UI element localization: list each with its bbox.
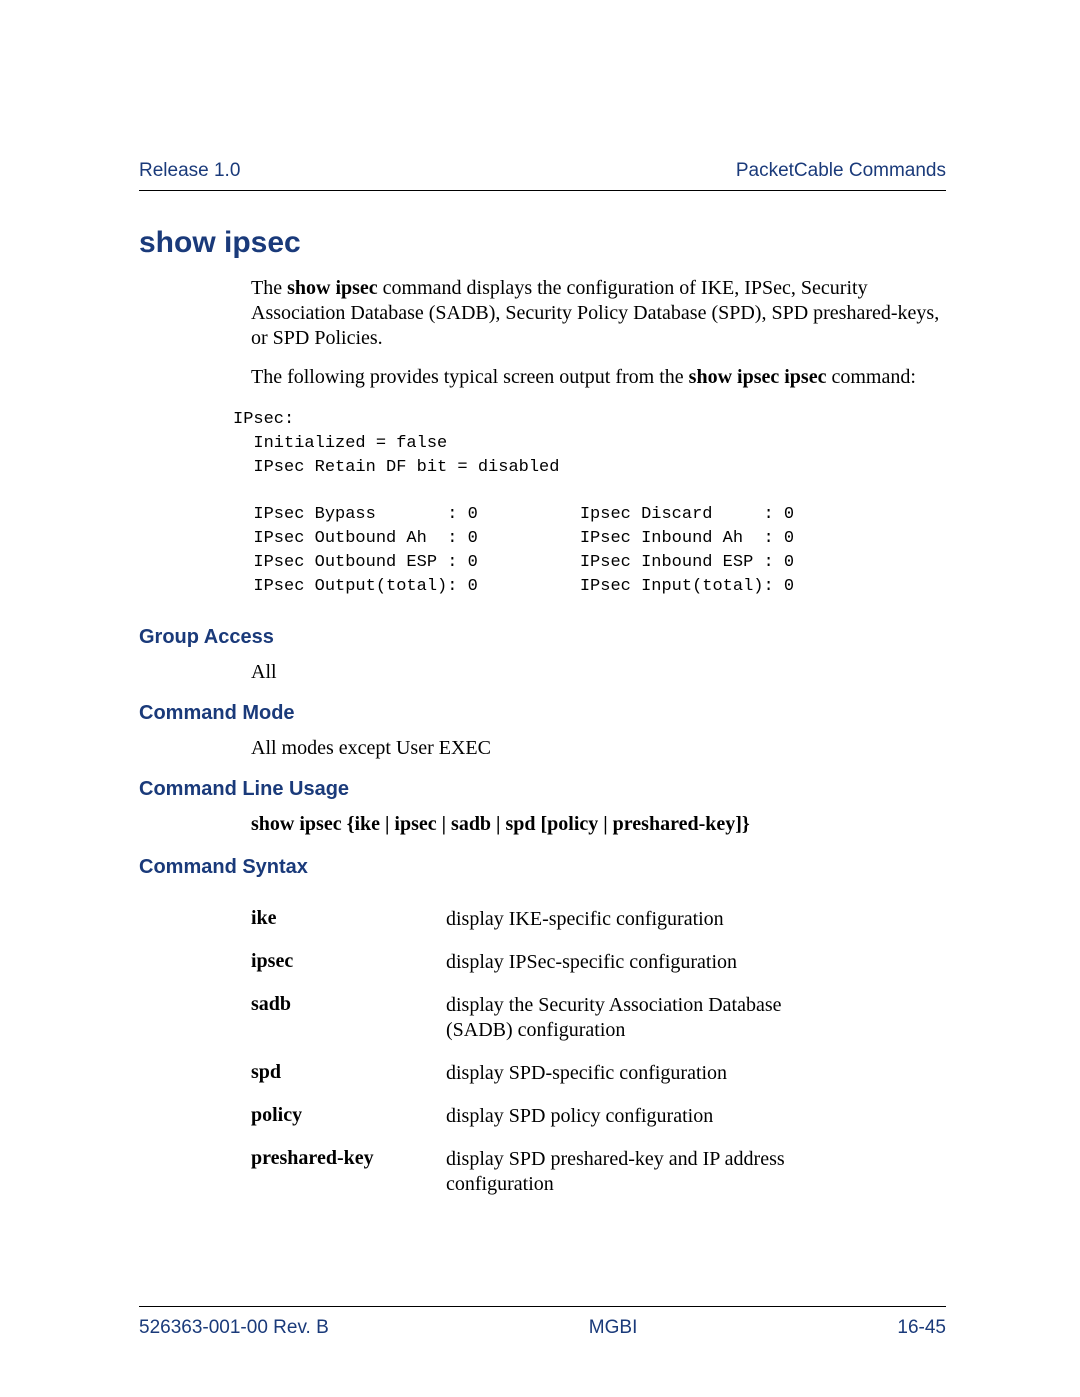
- header-right: PacketCable Commands: [736, 160, 946, 182]
- code-output: IPsec: Initialized = false IPsec Retain …: [233, 408, 946, 598]
- command-mode-body: All modes except User EXEC: [251, 737, 946, 760]
- group-access-body: All: [251, 661, 946, 684]
- footer-right: 16-45: [897, 1317, 946, 1339]
- header-rule: [139, 190, 946, 191]
- header-left: Release 1.0: [139, 160, 240, 182]
- syntax-row: ike display IKE-specific configuration: [251, 907, 946, 932]
- page-container: Release 1.0 PacketCable Commands show ip…: [0, 0, 1080, 1397]
- page-title: show ipsec: [139, 226, 946, 260]
- syntax-row: ipsec display IPSec-specific configurati…: [251, 950, 946, 975]
- command-mode-heading: Command Mode: [139, 702, 946, 725]
- syntax-term: preshared-key: [251, 1147, 446, 1197]
- footer-left: 526363-001-00 Rev. B: [139, 1317, 329, 1339]
- syntax-desc: display IPSec-specific configuration: [446, 950, 737, 975]
- syntax-desc: display the Security Association Databas…: [446, 993, 836, 1043]
- command-syntax-heading: Command Syntax: [139, 856, 946, 879]
- command-line-usage-body: show ipsec {ike | ipsec | sadb | spd [po…: [251, 813, 946, 836]
- group-access-heading: Group Access: [139, 626, 946, 649]
- syntax-row: preshared-key display SPD preshared-key …: [251, 1147, 946, 1197]
- syntax-row: spd display SPD-specific configuration: [251, 1061, 946, 1086]
- output-intro-paragraph: The following provides typical screen ou…: [251, 365, 946, 390]
- syntax-desc: display SPD-specific configuration: [446, 1061, 727, 1086]
- syntax-desc: display SPD policy configuration: [446, 1104, 713, 1129]
- syntax-term: sadb: [251, 993, 446, 1043]
- footer-row: 526363-001-00 Rev. B MGBI 16-45: [139, 1317, 946, 1339]
- syntax-table: ike display IKE-specific configuration i…: [251, 907, 946, 1197]
- syntax-term: spd: [251, 1061, 446, 1086]
- intro-section: The show ipsec command displays the conf…: [251, 276, 946, 390]
- command-line-usage-heading: Command Line Usage: [139, 778, 946, 801]
- intro-paragraph: The show ipsec command displays the conf…: [251, 276, 946, 351]
- syntax-term: ipsec: [251, 950, 446, 975]
- syntax-desc: display IKE-specific configuration: [446, 907, 724, 932]
- syntax-desc: display SPD preshared-key and IP address…: [446, 1147, 836, 1197]
- syntax-row: sadb display the Security Association Da…: [251, 993, 946, 1043]
- page-footer: 526363-001-00 Rev. B MGBI 16-45: [139, 1306, 946, 1339]
- syntax-term: policy: [251, 1104, 446, 1129]
- syntax-term: ike: [251, 907, 446, 932]
- footer-center: MGBI: [589, 1317, 638, 1339]
- footer-rule: [139, 1306, 946, 1307]
- page-header: Release 1.0 PacketCable Commands: [139, 160, 946, 182]
- syntax-row: policy display SPD policy configuration: [251, 1104, 946, 1129]
